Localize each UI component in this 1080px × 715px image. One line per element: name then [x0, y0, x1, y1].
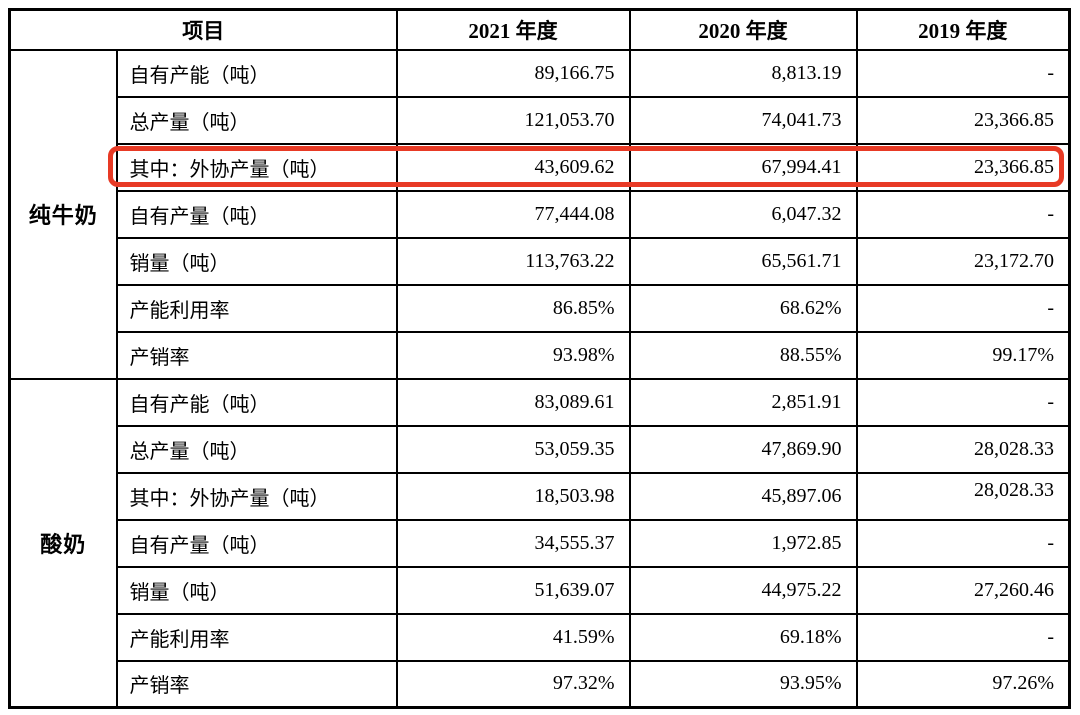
- value-cell: 83,089.61: [395, 377, 631, 427]
- value-cell: 121,053.70: [395, 95, 631, 145]
- table-row: 销量（吨） 51,639.07 44,975.22 27,260.46: [10, 565, 1071, 615]
- value-cell: 86.85%: [395, 283, 631, 333]
- item-label-cell: 产能利用率: [115, 612, 398, 662]
- value-cell: 93.98%: [395, 330, 631, 380]
- table-row: 产销率 97.32% 93.95% 97.26%: [10, 659, 1071, 709]
- group-label-yogurt: 酸奶: [8, 377, 118, 709]
- header-row: 项目 2021 年度 2020 年度 2019 年度: [8, 8, 1071, 51]
- table-row: 产能利用率 41.59% 69.18% -: [10, 612, 1071, 662]
- table-row-highlighted: 其中：外协产量（吨） 43,609.62 67,994.41 23,366.85: [10, 142, 1071, 192]
- group-label-pure-milk: 纯牛奶: [8, 48, 118, 380]
- value-cell: -: [855, 189, 1071, 239]
- value-cell: 41.59%: [395, 612, 631, 662]
- header-item-column: 项目: [8, 8, 398, 51]
- header-year-2021: 2021 年度: [395, 8, 631, 51]
- value-cell: 99.17%: [855, 330, 1071, 380]
- value-cell: 65,561.71: [628, 236, 858, 286]
- item-label-cell: 其中：外协产量（吨）: [115, 142, 398, 192]
- value-cell: 6,047.32: [628, 189, 858, 239]
- value-cell: 44,975.22: [628, 565, 858, 615]
- value-cell: 88.55%: [628, 330, 858, 380]
- table-row: 总产量（吨） 121,053.70 74,041.73 23,366.85: [10, 95, 1071, 145]
- table-row: 其中：外协产量（吨） 18,503.98 45,897.06 28,028.33: [10, 471, 1071, 521]
- table-row: 纯牛奶 自有产能（吨） 89,166.75 8,813.19 -: [8, 48, 1071, 380]
- value-cell: 34,555.37: [395, 518, 631, 568]
- value-cell: 89,166.75: [395, 48, 631, 98]
- value-cell: 23,366.85: [855, 95, 1071, 145]
- table-row: 自有产量（吨） 34,555.37 1,972.85 -: [10, 518, 1071, 568]
- production-sales-table: 项目 2021 年度 2020 年度 2019 年度 纯牛奶 自有产能（吨） 8…: [8, 8, 1071, 709]
- table-row: 自有产量（吨） 77,444.08 6,047.32 -: [10, 189, 1071, 239]
- value-cell: 69.18%: [628, 612, 858, 662]
- value-cell: 51,639.07: [395, 565, 631, 615]
- item-label-cell: 自有产能（吨）: [115, 48, 398, 98]
- value-cell: 2,851.91: [628, 377, 858, 427]
- value-cell: 93.95%: [628, 659, 858, 709]
- header-year-2019: 2019 年度: [855, 8, 1071, 51]
- value-cell: 77,444.08: [395, 189, 631, 239]
- value-cell: 47,869.90: [628, 424, 858, 474]
- table-row: 产销率 93.98% 88.55% 99.17%: [10, 330, 1071, 380]
- value-cell: 67,994.41: [628, 142, 858, 192]
- item-label-cell: 其中：外协产量（吨）: [115, 471, 398, 521]
- value-cell: 18,503.98: [395, 471, 631, 521]
- item-label-cell: 自有产量（吨）: [115, 189, 398, 239]
- value-cell: -: [855, 377, 1071, 427]
- value-cell: 53,059.35: [395, 424, 631, 474]
- value-cell: 28,028.33: [855, 424, 1071, 474]
- value-cell: 68.62%: [628, 283, 858, 333]
- item-label-cell: 总产量（吨）: [115, 424, 398, 474]
- item-label-cell: 销量（吨）: [115, 236, 398, 286]
- value-cell: 28,028.33: [855, 471, 1071, 521]
- value-cell: 97.26%: [855, 659, 1071, 709]
- value-cell: -: [855, 48, 1071, 98]
- item-label-cell: 销量（吨）: [115, 565, 398, 615]
- value-cell: 1,972.85: [628, 518, 858, 568]
- item-label-cell: 产销率: [115, 659, 398, 709]
- header-year-2020: 2020 年度: [628, 8, 858, 51]
- item-label-cell: 总产量（吨）: [115, 95, 398, 145]
- value-cell: 43,609.62: [395, 142, 631, 192]
- item-label-cell: 自有产量（吨）: [115, 518, 398, 568]
- value-cell: 27,260.46: [855, 565, 1071, 615]
- item-label-cell: 产能利用率: [115, 283, 398, 333]
- value-cell: 45,897.06: [628, 471, 858, 521]
- value-cell: -: [855, 518, 1071, 568]
- value-cell: -: [855, 283, 1071, 333]
- value-cell: 97.32%: [395, 659, 631, 709]
- table-row: 酸奶 自有产能（吨） 83,089.61 2,851.91 -: [8, 377, 1071, 709]
- value-cell: 23,366.85: [855, 142, 1071, 192]
- item-label-cell: 产销率: [115, 330, 398, 380]
- value-cell: 8,813.19: [628, 48, 858, 98]
- value-cell: 74,041.73: [628, 95, 858, 145]
- table-row: 销量（吨） 113,763.22 65,561.71 23,172.70: [10, 236, 1071, 286]
- table-row: 总产量（吨） 53,059.35 47,869.90 28,028.33: [10, 424, 1071, 474]
- item-label-cell: 自有产能（吨）: [115, 377, 398, 427]
- table-row: 产能利用率 86.85% 68.62% -: [10, 283, 1071, 333]
- value-cell: 23,172.70: [855, 236, 1071, 286]
- value-cell: -: [855, 612, 1071, 662]
- value-cell: 113,763.22: [395, 236, 631, 286]
